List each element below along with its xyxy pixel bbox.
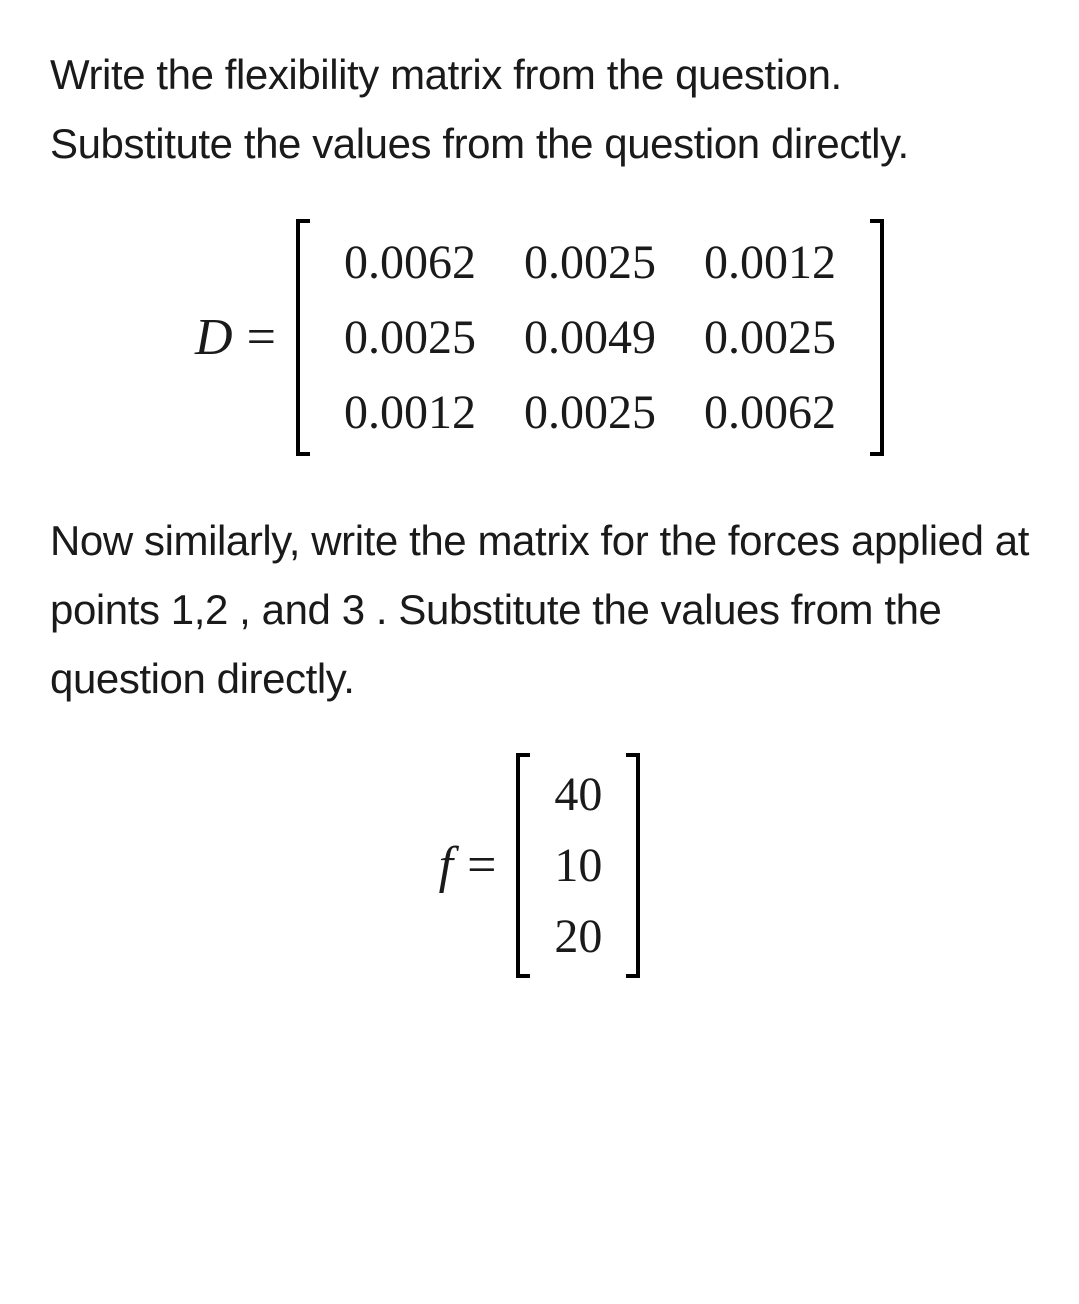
matrix-cell: 0.0025 [680,300,860,375]
bracket-left-icon [516,753,530,978]
equation-force-vector: f = 40 10 20 [50,753,1029,978]
matrix-cell: 0.0062 [320,225,500,300]
matrix-row: 10 [540,830,616,901]
equation-flexibility-matrix: D = 0.0062 0.0025 0.0012 0.0025 0.0049 0… [50,219,1029,456]
bracket-right-icon [626,753,640,978]
bracket-left-icon [296,219,310,456]
matrix-cell: 0.0025 [320,300,500,375]
matrix-D: 0.0062 0.0025 0.0012 0.0025 0.0049 0.002… [296,219,884,456]
matrix-f: 40 10 20 [516,753,640,978]
matrix-row: 0.0025 0.0049 0.0025 [320,300,860,375]
matrix-cell: 0.0025 [500,225,680,300]
bracket-right-icon [870,219,884,456]
matrix-cell: 0.0062 [680,375,860,450]
matrix-body: 40 10 20 [530,753,626,978]
matrix-cell: 40 [540,759,616,830]
variable-f: f [439,836,453,895]
matrix-cell: 10 [540,830,616,901]
matrix-cell: 0.0049 [500,300,680,375]
equals-sign: = [467,836,496,895]
matrix-row: 40 [540,759,616,830]
matrix-cell: 0.0012 [680,225,860,300]
paragraph-1: Write the flexibility matrix from the qu… [50,40,1029,179]
matrix-cell: 0.0025 [500,375,680,450]
equals-sign: = [247,308,276,367]
matrix-body: 0.0062 0.0025 0.0012 0.0025 0.0049 0.002… [310,219,870,456]
matrix-row: 0.0062 0.0025 0.0012 [320,225,860,300]
variable-D: D [195,308,233,367]
matrix-cell: 20 [540,901,616,972]
matrix-row: 20 [540,901,616,972]
paragraph-2: Now similarly, write the matrix for the … [50,506,1029,714]
matrix-row: 0.0012 0.0025 0.0062 [320,375,860,450]
matrix-cell: 0.0012 [320,375,500,450]
